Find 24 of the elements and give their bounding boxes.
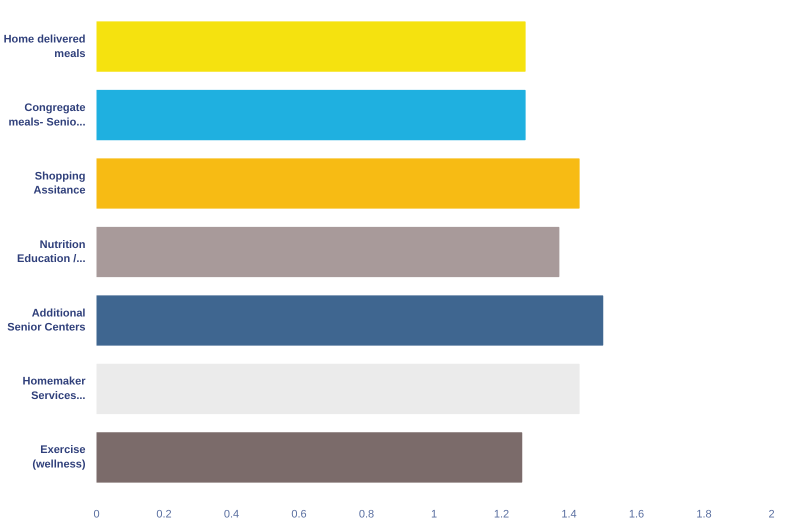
y-tick-label: Home delivered meals [4, 33, 86, 60]
x-tick-label: 1 [430, 508, 438, 520]
x-tick-label: 1.4 [561, 508, 577, 520]
x-tick-label: 0.2 [156, 508, 172, 520]
bar [96, 432, 522, 483]
bar [96, 21, 526, 72]
x-tick-label: 0.4 [224, 508, 240, 520]
y-tick-label: Congregate meals- Senio... [8, 102, 86, 128]
bar [96, 226, 560, 278]
bar [96, 295, 604, 346]
y-tick-label: Homemaker Services... [22, 376, 86, 402]
x-tick-label: 0.6 [291, 508, 307, 520]
x-tick-label: 1.6 [628, 508, 644, 520]
bar [96, 158, 580, 209]
x-tick-label: 1.8 [696, 508, 712, 520]
x-tick-label: 2 [768, 508, 775, 520]
y-tick-label: Shopping Assitance [34, 170, 86, 197]
y-tick-label: Exercise (wellness) [32, 444, 86, 471]
x-tick-label: 1.2 [494, 508, 510, 520]
bar [96, 90, 526, 140]
x-tick-label: 0 [93, 508, 100, 520]
y-tick-label: Additional Senior Centers [7, 307, 86, 334]
y-tick-label: Nutrition Education /... [17, 238, 86, 266]
x-tick-label: 0.8 [358, 508, 374, 520]
